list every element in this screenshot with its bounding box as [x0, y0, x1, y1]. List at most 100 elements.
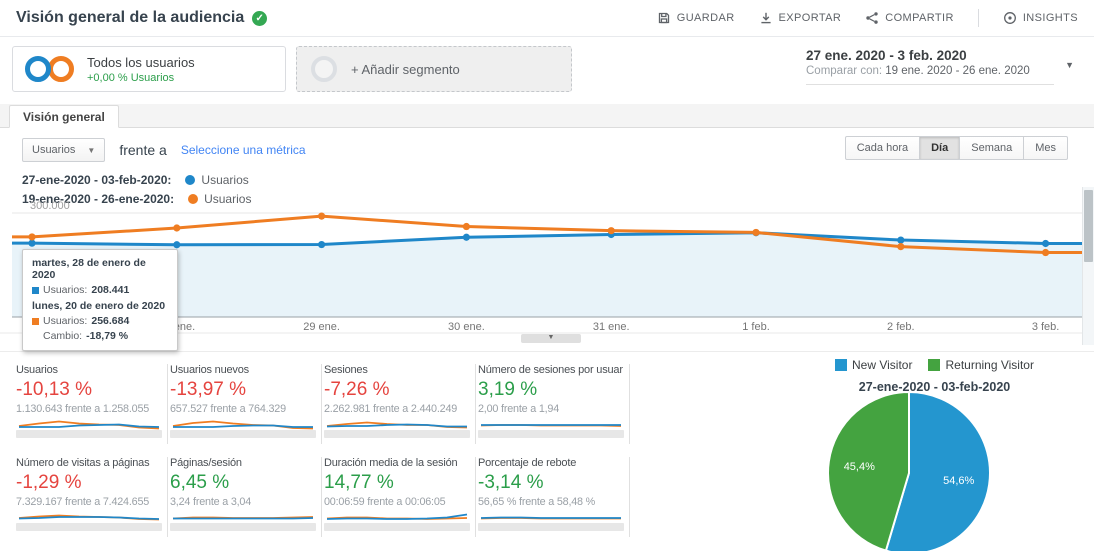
header-actions: GUARDAR EXPORTAR COMPARTIR INSIGHTS	[657, 9, 1078, 27]
chart-expand-handle[interactable]: ▼	[521, 334, 581, 343]
x-tick-label: 2 feb.	[887, 321, 915, 333]
share-icon	[865, 11, 879, 25]
data-point[interactable]	[462, 222, 470, 231]
sparkline-chart	[170, 516, 316, 531]
x-tick-label: 30 ene.	[448, 321, 485, 333]
sparkline-chart	[16, 420, 162, 438]
chart-tooltip: martes, 28 de enero de 2020 Usuarios: 20…	[22, 249, 178, 351]
tooltip-value-previous: 256.684	[91, 315, 130, 327]
verified-badge-icon: ✓	[252, 10, 268, 26]
metric-card[interactable]: Usuarios nuevos -13,97 % 657.527 frente a …	[168, 364, 322, 444]
pie-legend-label: Returning Visitor	[945, 358, 1034, 372]
data-point[interactable]	[462, 233, 470, 241]
metric-card[interactable]: Porcentaje de rebote -3,14 % 56,65 % frent…	[476, 457, 630, 537]
date-range-current: 27 ene. 2020 - 3 feb. 2020	[806, 48, 967, 63]
segment-name: Todos los usuarios	[87, 54, 195, 70]
metric-card[interactable]: Páginas/sesión 6,45 % 3,24 frente a 3,04	[168, 457, 322, 537]
share-label: COMPARTIR	[885, 12, 954, 24]
legend-period: 27-ene-2020 - 03-feb-2020:	[22, 172, 172, 187]
pie-slice[interactable]	[884, 390, 991, 551]
pie-slice[interactable]	[827, 390, 910, 551]
granularity-switcher: Cada hora Día Semana Mes	[844, 136, 1068, 160]
metric-card-delta: 14,77 %	[324, 472, 394, 493]
series-dot-icon	[188, 193, 199, 204]
chevron-down-icon: ▼	[1065, 60, 1074, 70]
data-point[interactable]	[897, 236, 905, 244]
metric-card-title: Páginas/sesión	[170, 457, 242, 469]
insights-button[interactable]: INSIGHTS	[1003, 11, 1078, 25]
metric-card-title: Porcentaje de rebote	[478, 457, 577, 469]
data-point[interactable]	[173, 241, 181, 249]
data-point[interactable]	[897, 243, 905, 251]
segment-row: Todos los usuarios +0,00 % Usuarios + Añ…	[0, 37, 1094, 101]
data-point[interactable]	[318, 240, 326, 249]
export-icon	[759, 11, 773, 25]
pie-title: 27-ene-2020 - 03-feb-2020	[858, 380, 1011, 394]
add-segment-button[interactable]: + Añadir segmento	[296, 46, 572, 92]
date-range-selector[interactable]: 27 ene. 2020 - 3 feb. 2020 Comparar con:…	[806, 48, 1074, 85]
orange-ring-icon	[48, 56, 74, 82]
data-point[interactable]	[752, 228, 760, 237]
save-icon	[657, 11, 671, 25]
x-tick-label: 1 feb.	[742, 321, 770, 333]
insights-icon	[1003, 11, 1017, 25]
pie-legend-item: New Visitor	[835, 358, 912, 372]
metric-card[interactable]: Sesiones -7,26 % 2.262.981 frente a 2.440.…	[322, 364, 476, 444]
compare-prefix: Comparar con:	[806, 65, 883, 77]
tooltip-change-label: Cambio:	[43, 330, 83, 342]
metric-card[interactable]: Número de visitas a páginas -1,29 % 7.329.…	[14, 457, 168, 537]
granularity-button[interactable]: Semana	[959, 136, 1025, 160]
data-point[interactable]	[28, 239, 36, 247]
tooltip-value-current: 208.441	[91, 284, 130, 296]
granularity-button[interactable]: Día	[919, 136, 961, 160]
series-dot-icon	[185, 174, 196, 185]
scrollbar-thumb[interactable]	[1084, 190, 1093, 262]
metric-card[interactable]: Usuarios -10,13 % 1.130.643 frente a 1.258…	[14, 364, 168, 444]
select-metric-link[interactable]: Seleccione una métrica	[180, 143, 306, 157]
data-point[interactable]	[1042, 239, 1050, 248]
segment-all-users-card[interactable]: Todos los usuarios +0,00 % Usuarios	[12, 46, 286, 92]
x-tick-label: 31 ene.	[593, 321, 630, 333]
x-tick-label: 29 ene.	[303, 321, 340, 333]
pie-legend-item: Returning Visitor	[928, 358, 1034, 372]
chevron-down-icon: ▼	[87, 145, 96, 155]
metric-card-title: Sesiones	[324, 364, 368, 376]
granularity-button[interactable]: Cada hora	[844, 136, 921, 160]
x-tick-label: 3 feb.	[1032, 321, 1060, 333]
save-button[interactable]: GUARDAR	[657, 11, 735, 25]
share-button[interactable]: COMPARTIR	[865, 11, 954, 25]
area-fill	[12, 232, 1086, 317]
timeline-chart[interactable]: 300.000…28 ene.29 ene.30 ene.31 ene.1 fe…	[0, 194, 1094, 344]
metric-card-comparison: 2.262.981 frente a 2.440.249	[324, 403, 458, 415]
sparkline-chart	[478, 424, 624, 438]
metric-card-delta: 6,45 %	[170, 472, 230, 493]
series-line-previous[interactable]	[12, 214, 1086, 255]
add-segment-circle-icon	[311, 56, 337, 82]
metric-card[interactable]: Número de sesiones por usuario 3,19 % 2,00…	[476, 364, 630, 444]
metric-card-title: Usuarios nuevos	[170, 364, 249, 376]
chart-scrollbar[interactable]	[1082, 187, 1094, 345]
metric-card[interactable]: Duración media de la sesión 14,77 % 00:06:…	[322, 457, 476, 537]
data-point[interactable]	[1042, 248, 1050, 257]
metric-select-dropdown[interactable]: Usuarios ▼	[22, 138, 106, 162]
insights-label: INSIGHTS	[1022, 12, 1078, 24]
sparkline-chart	[324, 513, 470, 531]
metric-card-comparison: 00:06:59 frente a 00:06:05	[324, 496, 446, 508]
legend-swatch-icon	[928, 359, 941, 371]
sparkline-chart	[170, 420, 316, 438]
series-line-current[interactable]	[12, 231, 1086, 247]
data-point[interactable]	[607, 227, 615, 235]
tab-overview[interactable]: Visión general	[9, 105, 119, 128]
save-label: GUARDAR	[676, 12, 735, 24]
data-point[interactable]	[318, 212, 326, 220]
metrics-section: Usuarios -10,13 % 1.130.643 frente a 1.258…	[0, 351, 1094, 551]
granularity-button[interactable]: Mes	[1023, 136, 1068, 160]
pie-slice-label: 54,6%	[943, 475, 974, 487]
export-button[interactable]: EXPORTAR	[759, 11, 842, 25]
data-point[interactable]	[28, 233, 36, 241]
metric-card-title: Duración media de la sesión	[324, 457, 458, 469]
sparkline-chart	[16, 514, 162, 531]
data-point[interactable]	[173, 224, 181, 232]
visitor-type-pie-chart[interactable]: 54,6% 45,4%	[826, 390, 992, 551]
